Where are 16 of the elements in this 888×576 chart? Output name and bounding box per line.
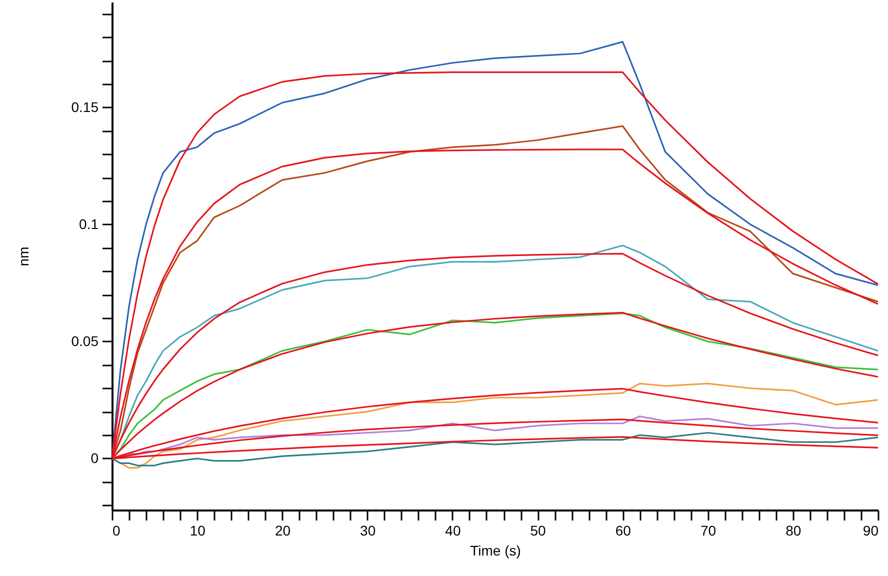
x-tick-label: 20 <box>274 522 291 538</box>
x-tick-label: 80 <box>786 522 802 538</box>
x-tick-label: 40 <box>445 522 461 538</box>
x-tick-label: 60 <box>615 522 632 538</box>
x-tick-label: 70 <box>700 522 716 538</box>
y-tick-label: 0.1 <box>79 216 99 232</box>
x-tick-label: 0 <box>112 522 120 538</box>
y-tick-label: 0 <box>90 450 99 466</box>
x-tick-label: 90 <box>862 522 879 538</box>
y-tick-label: 0.15 <box>71 98 99 115</box>
y-tick-label: 0.05 <box>71 332 99 349</box>
y-axis-title: nm <box>15 246 32 266</box>
x-tick-label: 30 <box>360 522 376 538</box>
x-tick-label: 50 <box>530 522 546 538</box>
x-axis-title: Time (s) <box>470 542 521 558</box>
x-tick-label: 10 <box>190 522 206 538</box>
